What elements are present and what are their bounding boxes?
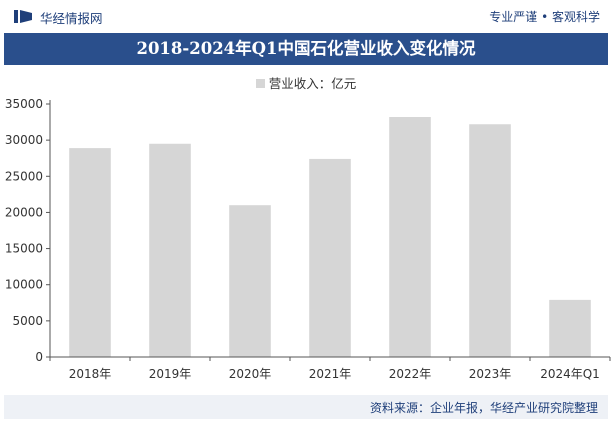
chart-title: 2018-2024年Q1中国石化营业收入变化情况 [136,39,476,58]
bars-group [69,117,591,358]
brand-name: 华经情报网 [40,11,103,26]
bar [149,143,191,357]
bar [309,158,351,357]
chart-legend: 营业收入：亿元 [0,73,612,91]
footer-bar: 资料来源：企业年报，华经产业研究院整理 [4,395,608,419]
y-tick-label: 25000 [5,169,43,183]
top-bar: 华经情报网 专业严谨 • 客观科学 [0,0,612,32]
y-tick-label: 35000 [5,97,43,111]
brand-logo-icon [14,10,32,23]
y-axis: 0 5000 10000 15000 20000 25000 30000 35000 [5,97,51,364]
legend-swatch [255,79,265,88]
x-tick-label: 2024年Q1 [540,367,600,381]
slogan: 专业严谨 • 客观科学 [489,10,600,24]
y-tick-label: 30000 [5,133,43,147]
y-tick-label: 15000 [5,242,43,256]
x-axis: 2018年 2019年 2020年 2021年 2022年 2023年 2024年Q1 [49,356,611,381]
x-tick-label: 2019年 [149,367,192,381]
bar [229,205,271,357]
data-source: 资料来源：企业年报，华经产业研究院整理 [369,401,598,415]
bar [69,148,111,357]
bar [389,117,431,357]
x-tick-label: 2018年 [69,367,112,381]
x-tick-label: 2022年 [389,367,432,381]
y-tick-label: 20000 [5,205,43,219]
title-bar: 2018-2024年Q1中国石化营业收入变化情况 [4,33,608,65]
y-tick-label: 10000 [5,278,43,292]
x-tick-label: 2020年 [229,367,272,381]
bar [549,299,591,357]
x-tick-label: 2023年 [469,367,512,381]
y-tick-label: 5000 [12,314,43,328]
legend-label: 营业收入：亿元 [268,76,357,91]
bar [469,124,511,358]
x-tick-label: 2021年 [309,367,352,381]
y-tick-label: 0 [35,350,43,364]
